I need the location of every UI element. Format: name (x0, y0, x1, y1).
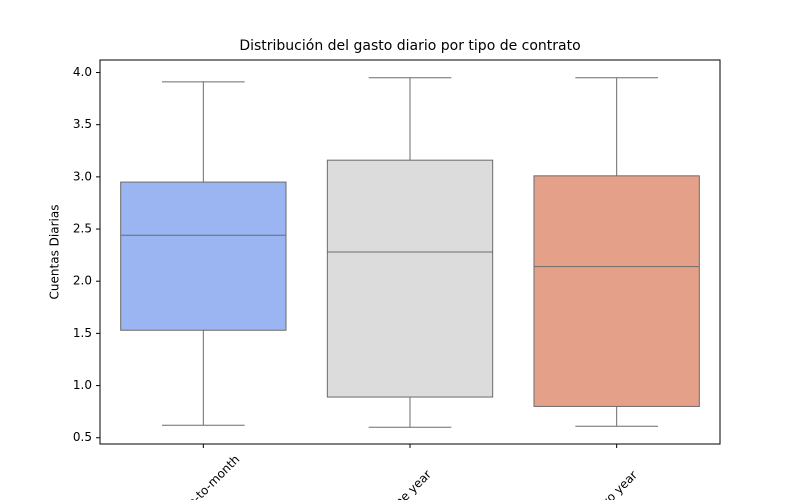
y-tick-label: 1.0 (73, 378, 92, 392)
x-tick-label: Two year (592, 468, 640, 500)
y-tick-label: 4.0 (73, 65, 92, 79)
y-tick-label: 2.0 (73, 274, 92, 288)
box (120, 181, 287, 331)
y-tick-label: 0.5 (73, 430, 92, 444)
y-axis-label: Cuentas Diarias (48, 205, 62, 300)
x-tick-label: One year (385, 467, 434, 500)
y-tick-label: 3.0 (73, 169, 92, 183)
y-tick-label: 3.5 (73, 117, 92, 131)
plot-frame (99, 59, 721, 445)
y-tick-label: 2.5 (73, 222, 92, 236)
chart-title: Distribución del gasto diario por tipo d… (239, 38, 580, 54)
y-tick-label: 1.5 (73, 326, 92, 340)
box (533, 175, 700, 407)
box (326, 159, 494, 398)
x-tick-label: Month-to-month (164, 452, 243, 500)
